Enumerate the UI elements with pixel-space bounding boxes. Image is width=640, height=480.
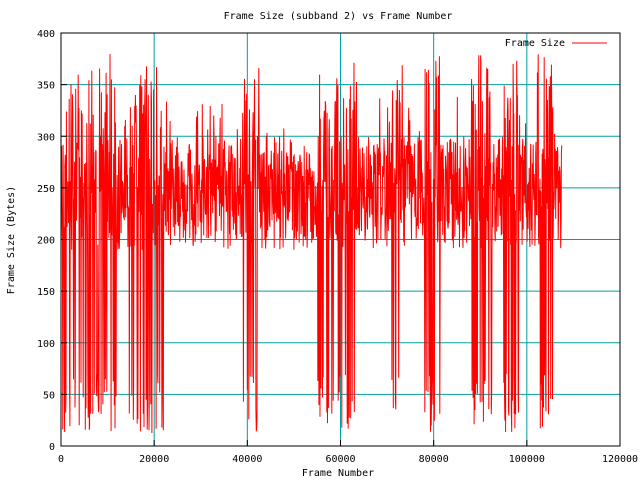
x-tick-label: 60000: [325, 454, 355, 465]
series-frame-size: [60, 54, 563, 434]
axis-ticks: [60, 32, 621, 447]
y-tick-label: 350: [37, 81, 55, 92]
y-tick-label: 250: [37, 184, 55, 195]
y-tick-label: 100: [37, 339, 55, 350]
legend: Frame Size: [505, 38, 607, 49]
chart-title: Frame Size (subband 2) vs Frame Number: [224, 11, 453, 22]
x-tick-label: 20000: [139, 454, 169, 465]
x-tick-labels: 0 20000 40000 60000 80000 100000 120000: [58, 454, 638, 465]
x-tick-label: 0: [58, 454, 64, 465]
y-axis-label: Frame Size (Bytes): [6, 186, 17, 294]
y-tick-label: 200: [37, 236, 55, 247]
legend-label: Frame Size: [505, 38, 565, 49]
x-axis-label: Frame Number: [302, 468, 374, 479]
y-tick-label: 150: [37, 287, 55, 298]
y-tick-label: 0: [49, 442, 55, 453]
y-tick-labels: 0 50 100 150 200 250 300 350 400: [37, 29, 55, 453]
y-tick-label: 400: [37, 29, 55, 40]
x-tick-label: 80000: [419, 454, 449, 465]
x-tick-label: 40000: [232, 454, 262, 465]
x-tick-label: 120000: [602, 454, 638, 465]
y-tick-label: 300: [37, 132, 55, 143]
x-tick-label: 100000: [509, 454, 545, 465]
series-line-frame-size: [60, 54, 563, 434]
y-tick-label: 50: [43, 390, 55, 401]
